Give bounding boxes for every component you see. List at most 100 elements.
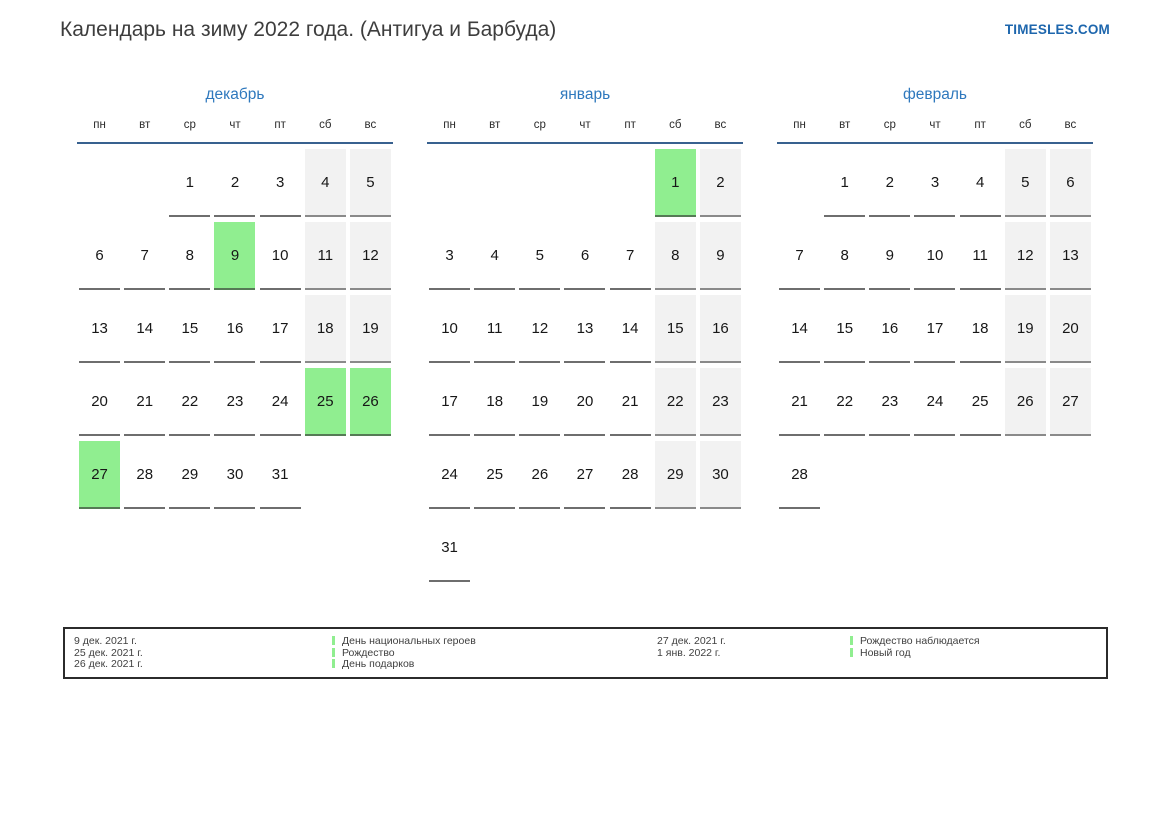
weekday-label: чт <box>229 119 241 131</box>
day-cell-2-4: 4 <box>959 149 1001 217</box>
weekday-label: ср <box>183 119 196 131</box>
month-calendar-0: декабрь пн вт ср чт пт сб вс 1 2 3 4 5 6 7 8 9 10 11 12 13 14… <box>77 85 393 582</box>
day-cell-1-28: 28 <box>609 441 651 509</box>
legend-date: 26 дек. 2021 г. <box>74 658 143 671</box>
day-cell-1-25: 25 <box>474 441 516 509</box>
day-cell-0-8: 8 <box>169 222 211 290</box>
day-cell-0-12: 12 <box>349 222 391 290</box>
empty-cell <box>519 149 560 217</box>
day-cell-1-4: 4 <box>474 222 516 290</box>
month-grid: 1 2 3 4 5 6 7 8 9 10 11 12 13 14 15 16 17 18 19 20 21 22 23 24 2… <box>77 149 393 509</box>
empty-cell <box>79 149 120 217</box>
legend-label-text: Рождество <box>342 646 395 659</box>
empty-cell <box>305 441 346 509</box>
empty-cell <box>869 441 910 509</box>
day-cell-2-26: 26 <box>1004 368 1046 436</box>
calendars: декабрь пн вт ср чт пт сб вс 1 2 3 4 5 6 7 8 9 10 11 12 13 14… <box>77 85 1093 582</box>
weekday-label: чт <box>929 119 941 131</box>
legend-labels-column-1: Рождество наблюдается Новый год <box>850 635 980 659</box>
day-cell-2-27: 27 <box>1049 368 1091 436</box>
empty-cell <box>474 149 515 217</box>
holiday-marker-icon <box>332 647 335 657</box>
day-cell-1-8: 8 <box>654 222 696 290</box>
day-cell-0-7: 7 <box>124 222 166 290</box>
day-cell-0-9: 9 <box>214 222 256 290</box>
legend-label: Рождество <box>332 646 476 660</box>
day-cell-0-26: 26 <box>349 368 391 436</box>
month-title: январь <box>559 86 611 103</box>
day-cell-0-28: 28 <box>124 441 166 509</box>
month-calendar-2: февраль пн вт ср чт пт сб вс 1 2 3 4 5 6 7 8 9 10 11 12 13 14… <box>777 85 1093 582</box>
legend-date: 25 дек. 2021 г. <box>74 646 143 659</box>
empty-cell <box>824 441 865 509</box>
empty-cell <box>564 149 605 217</box>
day-cell-2-28: 28 <box>779 441 821 509</box>
legend-label: Рождество наблюдается <box>850 635 980 648</box>
weekday-label: пт <box>274 119 286 131</box>
day-cell-1-18: 18 <box>474 368 516 436</box>
holiday-marker-icon <box>850 647 853 657</box>
weekday-label: пт <box>624 119 636 131</box>
empty-cell <box>429 149 470 217</box>
day-cell-1-16: 16 <box>699 295 741 363</box>
day-cell-2-16: 16 <box>869 295 911 363</box>
weekday-header-row: пн вт ср чт пт сб вс <box>427 116 743 144</box>
day-cell-1-19: 19 <box>519 368 561 436</box>
day-cell-2-14: 14 <box>779 295 821 363</box>
day-cell-2-5: 5 <box>1004 149 1046 217</box>
day-cell-0-20: 20 <box>79 368 121 436</box>
legend-dates-column-1: 27 дек. 2021 г. 1 янв. 2022 г. <box>657 635 726 659</box>
day-cell-1-10: 10 <box>429 295 471 363</box>
day-cell-0-3: 3 <box>259 149 301 217</box>
day-cell-0-19: 19 <box>349 295 391 363</box>
day-cell-0-18: 18 <box>304 295 346 363</box>
empty-cell <box>1005 441 1046 509</box>
weekday-label: вт <box>139 119 151 131</box>
weekday-label: вс <box>1064 119 1077 131</box>
day-cell-2-15: 15 <box>824 295 866 363</box>
legend-label: День национальных героев <box>332 635 476 648</box>
day-cell-0-1: 1 <box>169 149 211 217</box>
legend-label-text: Рождество наблюдается <box>860 635 980 647</box>
weekday-label: вс <box>364 119 377 131</box>
empty-cell <box>519 514 560 582</box>
weekday-label: сб <box>319 119 332 131</box>
weekday-label: сб <box>1019 119 1032 131</box>
empty-cell <box>700 514 741 582</box>
day-cell-2-11: 11 <box>959 222 1001 290</box>
day-cell-0-17: 17 <box>259 295 301 363</box>
day-cell-0-29: 29 <box>169 441 211 509</box>
day-cell-2-1: 1 <box>824 149 866 217</box>
day-cell-0-27: 27 <box>79 441 121 509</box>
legend-labels-column-0: День национальных героев Рождество День по… <box>332 635 476 671</box>
legend-dates-column-0: 9 дек. 2021 г. 25 дек. 2021 г. 26 дек. 202… <box>74 635 143 671</box>
day-cell-1-30: 30 <box>699 441 741 509</box>
day-cell-2-22: 22 <box>824 368 866 436</box>
weekday-label: ср <box>883 119 896 131</box>
day-cell-2-17: 17 <box>914 295 956 363</box>
day-cell-1-21: 21 <box>609 368 651 436</box>
day-cell-1-14: 14 <box>609 295 651 363</box>
day-cell-1-26: 26 <box>519 441 561 509</box>
empty-cell <box>610 149 651 217</box>
day-cell-2-9: 9 <box>869 222 911 290</box>
day-cell-0-15: 15 <box>169 295 211 363</box>
site-link[interactable]: TIMESLES.COM <box>1004 22 1110 37</box>
day-cell-0-14: 14 <box>124 295 166 363</box>
holiday-marker-icon <box>850 636 853 645</box>
page-title: Календарь на зиму 2022 года. (Антигуа и … <box>60 18 557 41</box>
day-cell-1-17: 17 <box>429 368 471 436</box>
day-cell-1-2: 2 <box>699 149 741 217</box>
day-cell-2-8: 8 <box>824 222 866 290</box>
day-cell-2-10: 10 <box>914 222 956 290</box>
day-cell-0-30: 30 <box>214 441 256 509</box>
weekday-label: пт <box>974 119 986 131</box>
day-cell-0-22: 22 <box>169 368 211 436</box>
day-cell-2-6: 6 <box>1049 149 1091 217</box>
day-cell-0-2: 2 <box>214 149 256 217</box>
empty-cell <box>1050 441 1091 509</box>
day-cell-1-1: 1 <box>654 149 696 217</box>
day-cell-1-29: 29 <box>654 441 696 509</box>
day-cell-1-11: 11 <box>474 295 516 363</box>
day-cell-2-3: 3 <box>914 149 956 217</box>
